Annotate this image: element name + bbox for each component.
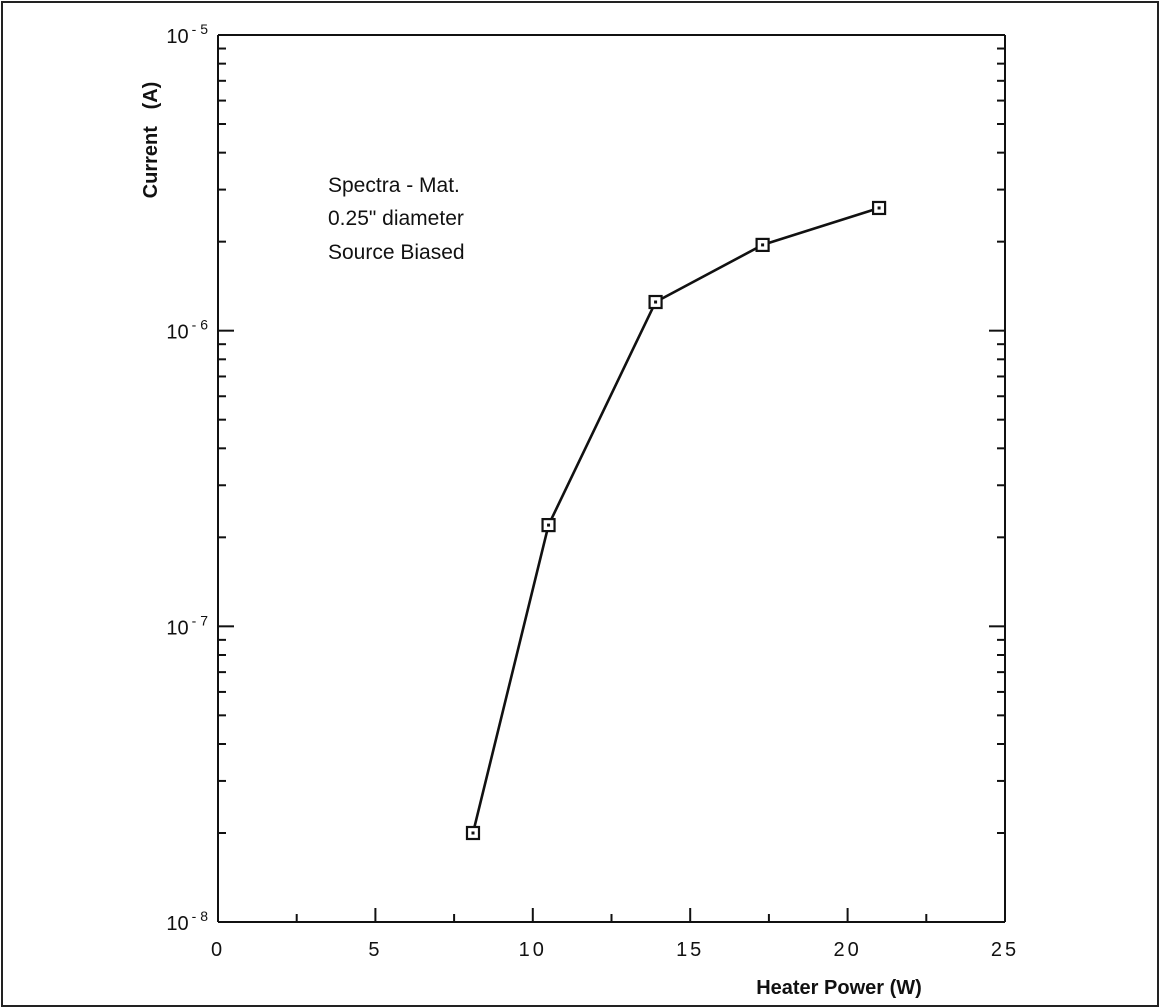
annotation-line-1: Spectra - Mat. [328,174,460,197]
y-tick-exponent: - 6 [192,317,209,333]
data-point-center [654,300,658,304]
y-tick-exponent: - 5 [192,21,209,37]
series-line [471,206,880,834]
annotation-line-2: 0.25" diameter [328,207,464,230]
y-tick-label: 10- 5 [166,21,208,48]
y-tick-base: 10 [166,322,188,344]
y-tick-label: 10- 7 [166,612,208,639]
plot-area [465,200,887,841]
x-axis-label: Heater Power (W) [756,977,922,999]
y-tick-exponent: - 8 [192,908,209,924]
data-point-center [471,831,475,835]
y-axis-label: Current (A) [140,82,162,199]
x-tick-label: 0 [211,939,225,961]
y-tick-label: 10- 8 [166,908,208,935]
x-tick-label: 25 [991,939,1019,961]
x-tick-label: 10 [519,939,547,961]
x-tick-label: 15 [676,939,704,961]
x-tick-label: 20 [833,939,861,961]
data-point-center [761,243,765,247]
data-point-center [877,206,881,210]
data-point-center [547,523,551,527]
y-tick-exponent: - 7 [192,612,209,628]
x-tick-label: 5 [368,939,382,961]
y-tick-base: 10 [166,913,188,935]
axes [217,34,1006,923]
y-tick-base: 10 [166,617,188,639]
annotation-line-3: Source Biased [328,241,465,264]
y-tick-label: 10- 6 [166,317,208,344]
y-tick-base: 10 [166,26,188,48]
